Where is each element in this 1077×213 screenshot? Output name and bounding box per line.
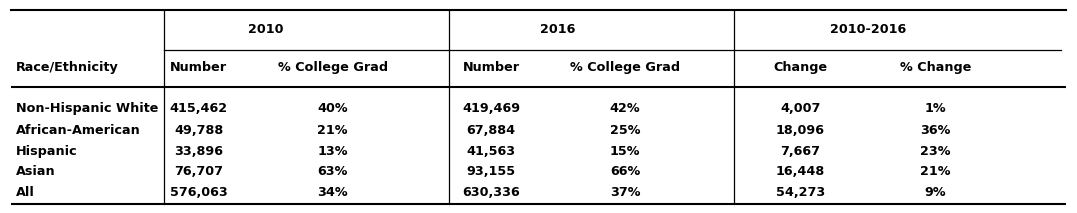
Text: % College Grad: % College Grad <box>570 61 680 74</box>
Text: 25%: 25% <box>610 124 641 137</box>
Text: 33,896: 33,896 <box>174 145 223 158</box>
Text: 21%: 21% <box>318 124 348 137</box>
Text: 1%: 1% <box>924 102 947 115</box>
Text: Non-Hispanic White: Non-Hispanic White <box>16 102 158 115</box>
Text: Number: Number <box>462 61 519 74</box>
Text: 419,469: 419,469 <box>462 102 520 115</box>
Text: 49,788: 49,788 <box>174 124 223 137</box>
Text: Asian: Asian <box>16 166 56 178</box>
Text: 40%: 40% <box>318 102 348 115</box>
Text: African-American: African-American <box>16 124 141 137</box>
Text: 41,563: 41,563 <box>466 145 516 158</box>
Text: 415,462: 415,462 <box>169 102 227 115</box>
Text: 21%: 21% <box>920 166 951 178</box>
Text: 37%: 37% <box>610 186 641 199</box>
Text: Race/Ethnicity: Race/Ethnicity <box>16 61 118 74</box>
Text: % Change: % Change <box>899 61 971 74</box>
Text: 2016: 2016 <box>540 23 575 36</box>
Text: 34%: 34% <box>318 186 348 199</box>
Text: 2010: 2010 <box>249 23 284 36</box>
Text: 42%: 42% <box>610 102 641 115</box>
Text: 18,096: 18,096 <box>775 124 825 137</box>
Text: 7,667: 7,667 <box>780 145 821 158</box>
Text: All: All <box>16 186 34 199</box>
Text: 66%: 66% <box>610 166 640 178</box>
Text: % College Grad: % College Grad <box>278 61 388 74</box>
Text: 36%: 36% <box>920 124 951 137</box>
Text: 15%: 15% <box>610 145 641 158</box>
Text: 9%: 9% <box>924 186 947 199</box>
Text: 76,707: 76,707 <box>174 166 223 178</box>
Text: 576,063: 576,063 <box>170 186 227 199</box>
Text: 67,884: 67,884 <box>466 124 516 137</box>
Text: 54,273: 54,273 <box>775 186 825 199</box>
Text: 630,336: 630,336 <box>462 186 520 199</box>
Text: 4,007: 4,007 <box>780 102 821 115</box>
Text: Hispanic: Hispanic <box>16 145 78 158</box>
Text: 16,448: 16,448 <box>775 166 825 178</box>
Text: 23%: 23% <box>920 145 951 158</box>
Text: 13%: 13% <box>318 145 348 158</box>
Text: 2010-2016: 2010-2016 <box>829 23 906 36</box>
Text: Change: Change <box>773 61 827 74</box>
Text: 93,155: 93,155 <box>466 166 516 178</box>
Text: 63%: 63% <box>318 166 348 178</box>
Text: Number: Number <box>170 61 227 74</box>
